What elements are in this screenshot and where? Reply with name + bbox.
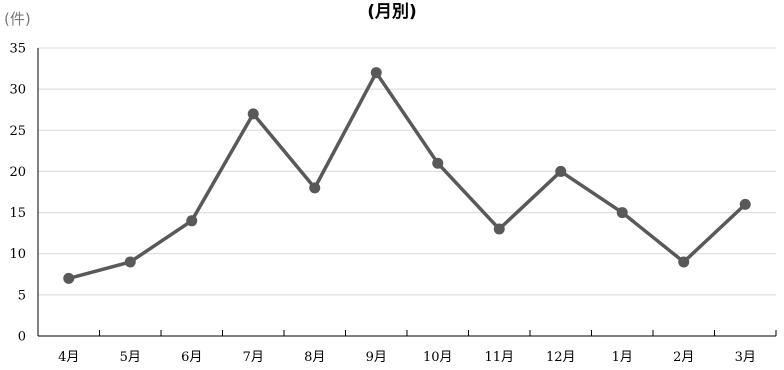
y-unit-label: (件) <box>4 10 31 28</box>
x-tick-label: 11月 <box>484 350 514 365</box>
chart-title: (月別) <box>367 2 417 22</box>
data-point <box>63 272 75 284</box>
y-axis: 0 5 10 15 20 25 30 35 <box>9 42 39 345</box>
data-point <box>370 67 382 79</box>
x-axis: 4月 5月 6月 7月 8月 9月 10月 11月 12月 1月 2月 3月 <box>37 330 777 365</box>
x-tick-label: 7月 <box>243 350 264 365</box>
data-point <box>555 165 567 177</box>
y-tick-label: 20 <box>9 165 26 180</box>
x-tick-label: 5月 <box>120 350 141 365</box>
data-series <box>63 67 751 284</box>
y-tick-label: 35 <box>9 42 26 57</box>
x-tick-label: 2月 <box>673 350 694 365</box>
x-tick-label: 1月 <box>612 350 633 365</box>
y-tick-label: 30 <box>9 83 26 98</box>
y-tick-label: 0 <box>18 330 26 345</box>
x-tick-label: 10月 <box>423 350 453 365</box>
data-point <box>247 108 259 120</box>
gridlines <box>38 47 776 296</box>
data-point <box>309 182 321 194</box>
data-point <box>493 223 505 235</box>
x-tick-label: 3月 <box>735 350 756 365</box>
x-tick-label: 8月 <box>304 350 325 365</box>
y-tick-label: 10 <box>9 247 26 262</box>
data-point <box>739 198 751 210</box>
data-point <box>186 215 198 227</box>
x-tick-label: 9月 <box>366 350 387 365</box>
data-point <box>616 207 628 219</box>
data-point <box>124 256 136 268</box>
x-tick-label: 4月 <box>58 350 79 365</box>
data-point <box>678 256 690 268</box>
y-tick-label: 25 <box>9 124 26 139</box>
data-point <box>432 157 444 169</box>
x-tick-label: 6月 <box>181 350 202 365</box>
y-tick-label: 15 <box>9 206 26 221</box>
x-tick-label: 12月 <box>546 350 576 365</box>
series-line <box>67 70 747 281</box>
y-tick-label: 5 <box>18 288 26 303</box>
